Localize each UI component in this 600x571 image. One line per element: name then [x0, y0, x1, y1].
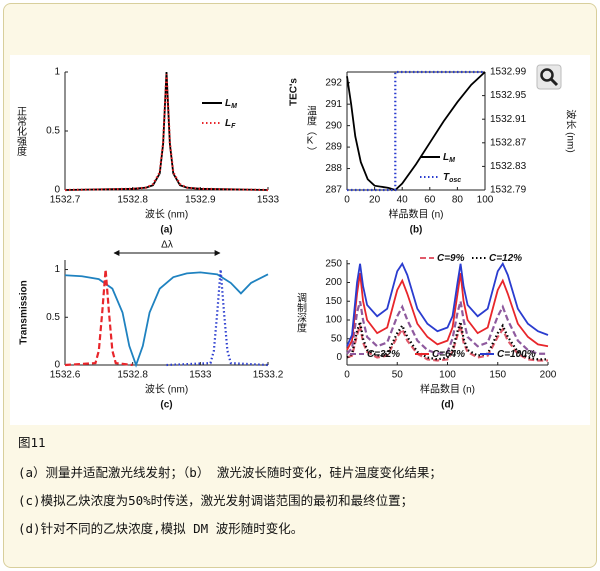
legend-label: C=64% [432, 349, 465, 360]
legend-name: L [225, 118, 231, 129]
series-line [346, 300, 548, 355]
y-tick-label: 1 [54, 264, 60, 275]
y-tick-label: 200 [325, 277, 342, 288]
y-tick-label: 50 [331, 333, 343, 344]
series-line [346, 325, 548, 362]
legend-label: LM [443, 152, 455, 164]
y-tick-label: 287 [325, 185, 342, 196]
y-axis-label: TEC's [289, 78, 300, 106]
x-axis-label: 样品数目 (n) [389, 208, 444, 221]
legend-name: C=64% [432, 349, 465, 360]
legend-label: C=100% [497, 349, 536, 360]
legend-subscript: F [231, 123, 236, 130]
legend-name: L [225, 98, 231, 109]
panel-label: (b) [410, 225, 423, 236]
x-tick-label: 100 [439, 370, 456, 381]
legend-label: C=9% [437, 253, 465, 264]
legend-name: L [443, 152, 449, 163]
x-tick-label: 100 [477, 195, 494, 206]
legend-name: C=12% [489, 253, 522, 264]
y-axis-label: Transmission [19, 280, 30, 344]
y-tick-label: 289 [325, 142, 342, 153]
legend-subscript: M [231, 103, 237, 110]
y2-tick-label: 1532.91 [490, 114, 527, 125]
legend-subscript: M [449, 157, 455, 164]
series-line [64, 74, 269, 192]
caption-line: (c)模拟乙炔浓度为50%时传送，激光发射调谐范围的最初和最终位置； [18, 493, 414, 508]
x-tick-label: 150 [489, 370, 506, 381]
figure-number: 图11 [18, 435, 46, 450]
figure-background [10, 55, 590, 425]
x-tick-label: 200 [540, 370, 557, 381]
legend-label: C=32% [367, 349, 400, 360]
y2-tick-label: 1532.95 [490, 90, 527, 101]
y-tick-label: 0 [54, 360, 60, 371]
series-line [166, 269, 269, 367]
y2-tick-label: 1532.87 [490, 137, 527, 148]
y-axis-label: 正常化强度 [15, 106, 27, 157]
panel-label: (d) [441, 400, 454, 411]
y-tick-label: 250 [325, 258, 342, 269]
x-tick-label: 0 [344, 195, 350, 206]
x-tick-label: 60 [424, 195, 436, 206]
legend-name: C=32% [367, 349, 400, 360]
annotation: Δλ [161, 240, 173, 251]
legend-subscript: osc [449, 177, 461, 184]
x-tick-label: 1532.6 [50, 370, 81, 381]
x-tick-label: 1533.2 [253, 370, 284, 381]
x-axis-label: 波长 (nm) [145, 383, 188, 396]
x-tick-label: 1532.8 [117, 370, 148, 381]
caption-line: (a）测量并适配激光线发射；（b） 激光波长随时变化，硅片温度变化结果； [18, 465, 442, 480]
legend-label: C=12% [489, 253, 522, 264]
zoom-icon [536, 64, 562, 90]
legend-label: LM [225, 98, 237, 110]
series-line [346, 321, 548, 361]
legend-name: T [443, 172, 450, 183]
y-tick-label: 292 [325, 77, 342, 88]
y-tick-label: 288 [325, 163, 342, 174]
y-tick-label: 0.5 [46, 312, 60, 323]
x-tick-label: 1532.9 [185, 195, 216, 206]
y2-tick-label: 1532.99 [490, 67, 527, 78]
y-axis-label: 温度（K） [305, 105, 317, 156]
x-tick-label: 50 [392, 370, 404, 381]
y-tick-label: 290 [325, 120, 342, 131]
x-tick-label: 1533 [257, 195, 280, 206]
x-tick-label: 1533 [189, 370, 212, 381]
y2-tick-label: 1532.79 [490, 185, 527, 196]
panel-label: (a) [160, 225, 172, 236]
y-tick-label: 150 [325, 296, 342, 307]
legend-label: LF [225, 118, 236, 130]
x-tick-label: 80 [452, 195, 464, 206]
x-axis-label: 样品数目 (n) [420, 383, 475, 396]
y2-tick-label: 1532.83 [490, 161, 527, 172]
y-axis-label: 调制深度 [295, 292, 307, 333]
caption-line: (d)针对不同的乙炔浓度,模拟 DM 波形随时变化。 [18, 521, 304, 536]
series-line [64, 271, 269, 368]
x-tick-label: 1532.7 [50, 195, 81, 206]
y2-axis-label: 波长 (nm) [564, 109, 577, 152]
y-tick-label: 1 [54, 67, 60, 78]
series-line [346, 273, 549, 351]
x-axis-label: 波长 (nm) [145, 208, 188, 221]
y-tick-label: 0 [54, 185, 60, 196]
y-tick-label: 0 [336, 352, 342, 363]
legend-name: C=100% [497, 349, 536, 360]
y-tick-label: 291 [325, 99, 342, 110]
y-tick-label: 100 [325, 315, 342, 326]
y-tick-label: 0.5 [46, 126, 60, 137]
legend-label: Tosc [443, 172, 461, 184]
panel-label: (c) [160, 400, 172, 411]
x-tick-label: 0 [344, 370, 350, 381]
x-tick-label: 40 [397, 195, 409, 206]
legend-name: C=9% [437, 253, 465, 264]
x-tick-label: 20 [369, 195, 381, 206]
x-tick-label: 1532.8 [117, 195, 148, 206]
series-line [347, 70, 485, 192]
series-line [346, 261, 549, 347]
